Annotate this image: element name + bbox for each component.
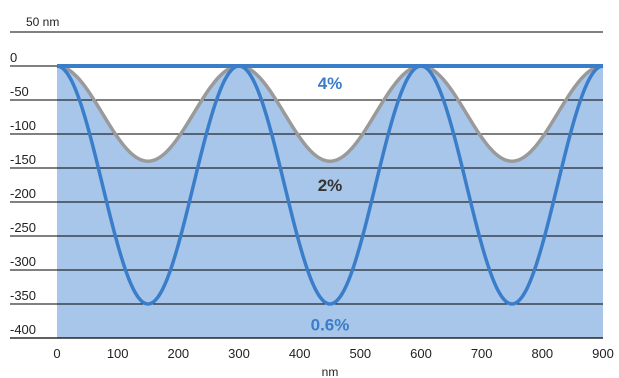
y-tick-label: -100 bbox=[10, 118, 36, 133]
white-gap-fill bbox=[57, 66, 603, 162]
series-annotation: 0.6% bbox=[311, 315, 350, 334]
x-axis-label: nm bbox=[322, 365, 339, 378]
x-tick-label: 500 bbox=[349, 346, 371, 361]
x-tick-label: 0 bbox=[53, 346, 60, 361]
y-tick-label: -400 bbox=[10, 322, 36, 337]
y-axis-top-label: 50 nm bbox=[26, 15, 59, 29]
series-annotation: 2% bbox=[318, 176, 343, 195]
y-tick-label: -200 bbox=[10, 186, 36, 201]
chart-annotations: 4% 2% 0.6% bbox=[311, 74, 350, 334]
x-axis-ticks: 0 100 200 300 400 500 600 700 800 900 bbox=[53, 346, 613, 361]
x-tick-label: 900 bbox=[592, 346, 614, 361]
y-axis-ticks: 0 -50 -100 -150 -200 -250 -300 -350 -400 bbox=[10, 50, 36, 337]
y-tick-label: -250 bbox=[10, 220, 36, 235]
x-tick-label: 100 bbox=[107, 346, 129, 361]
series-0-6pct-line bbox=[56, 64, 604, 306]
chart-series-lines bbox=[56, 64, 604, 306]
series-2pct-line bbox=[56, 64, 604, 163]
series-annotation: 4% bbox=[318, 74, 343, 93]
x-tick-label: 300 bbox=[228, 346, 250, 361]
x-tick-label: 700 bbox=[471, 346, 493, 361]
y-tick-label: -150 bbox=[10, 152, 36, 167]
y-tick-label: -300 bbox=[10, 254, 36, 269]
x-tick-label: 600 bbox=[410, 346, 432, 361]
y-tick-label: -50 bbox=[10, 84, 29, 99]
x-tick-label: 200 bbox=[167, 346, 189, 361]
x-tick-label: 400 bbox=[289, 346, 311, 361]
x-tick-label: 800 bbox=[531, 346, 553, 361]
y-tick-label: -350 bbox=[10, 288, 36, 303]
y-tick-label: 0 bbox=[10, 50, 17, 65]
